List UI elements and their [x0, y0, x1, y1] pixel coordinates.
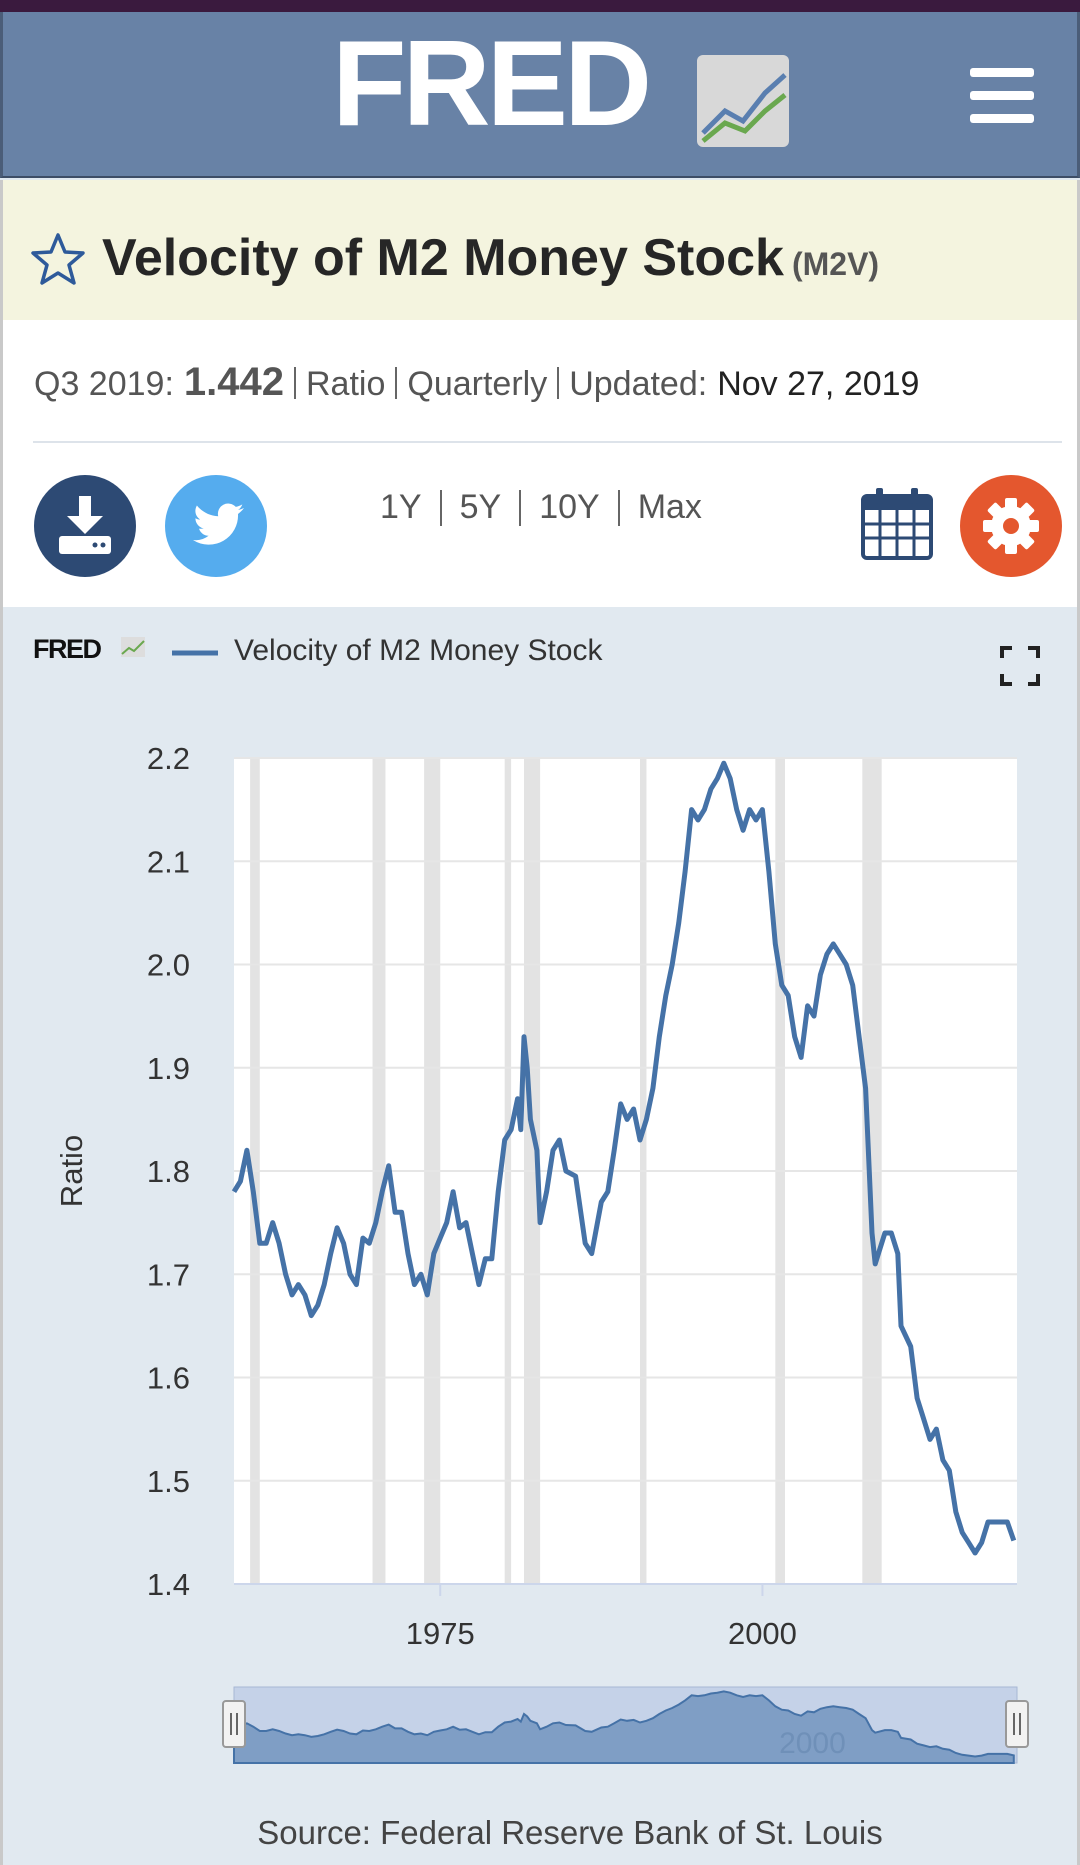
fullscreen-icon [1000, 646, 1040, 686]
separator [557, 366, 560, 399]
navigator-handle[interactable] [222, 1700, 246, 1748]
range-option[interactable]: 5Y [459, 488, 502, 526]
y-tick-label: 1.4 [147, 1567, 190, 1602]
y-axis-label: Ratio [54, 1135, 89, 1207]
y-tick-label: 2.0 [147, 948, 190, 983]
menu-bar [970, 91, 1034, 100]
legend-label[interactable]: Velocity of M2 Money Stock [234, 634, 603, 667]
x-tick-label: 2000 [728, 1616, 797, 1651]
updated-label: Updated: [569, 365, 708, 403]
favorite-star[interactable] [30, 232, 86, 286]
latest-value: 1.442 [183, 360, 284, 404]
range-option[interactable]: 1Y [380, 488, 422, 526]
fullscreen-button[interactable] [1000, 646, 1040, 686]
chart-area [0, 607, 1080, 1865]
legend-swatch-box [172, 650, 218, 656]
menu-bar [970, 114, 1034, 123]
separator [294, 366, 296, 399]
download-icon [67, 516, 103, 534]
series-title: Velocity of M2 Money Stock (M2V) [102, 228, 879, 288]
gear-hole [1003, 518, 1019, 534]
status-bar [0, 0, 1080, 12]
y-tick-label: 2.1 [147, 844, 190, 879]
title-band [0, 180, 1080, 320]
y-tick-label: 1.7 [147, 1257, 190, 1292]
handle-grip [1013, 1713, 1021, 1735]
chart-logo-icon-bg [121, 637, 145, 657]
download-icon [92, 542, 98, 548]
separator [617, 489, 620, 526]
fred-logo[interactable]: FRED [332, 15, 652, 151]
handle-grip [230, 1713, 238, 1735]
divider [33, 441, 1062, 443]
date-label: Q3 2019: [34, 365, 174, 403]
y-tick-label: 1.8 [147, 1154, 190, 1189]
header [0, 12, 1080, 178]
calendar-button[interactable] [860, 486, 934, 562]
logo-icon [697, 55, 789, 147]
y-tick-label: 1.6 [147, 1361, 190, 1396]
twitter-button[interactable] [164, 474, 268, 578]
separator [439, 489, 442, 526]
frequency: Quarterly [407, 365, 548, 403]
menu-bar [970, 68, 1034, 77]
navigator-area [233, 1690, 1015, 1764]
handle-body [1005, 1700, 1029, 1748]
y-tick-label: 2.2 [147, 741, 190, 776]
range-option[interactable]: Max [637, 488, 702, 526]
range-selector: 1Y 5Y 10Y Max [380, 488, 702, 527]
calendar-ring [876, 488, 883, 504]
updated-date: Nov 27, 2019 [717, 365, 920, 403]
y-tick-label: 1.5 [147, 1464, 190, 1499]
download-icon [79, 496, 91, 518]
range-option[interactable]: 10Y [539, 488, 600, 526]
series-code: (M2V) [791, 246, 880, 282]
units: Ratio [306, 365, 386, 403]
source: Source: Federal Reserve Bank of St. Loui… [257, 1814, 883, 1851]
chart-logo-icon [121, 637, 145, 657]
chart-logo: FRED [33, 634, 102, 664]
download-icon [59, 536, 111, 554]
chart-logo-icon-line [121, 640, 145, 655]
menu-button[interactable] [970, 68, 1034, 124]
separator [519, 489, 522, 526]
calendar-grid [863, 510, 931, 558]
logo-icon-line [701, 93, 787, 143]
handle-body [222, 1700, 246, 1748]
data-line [231, 760, 1017, 1556]
logo-icon-line [701, 73, 787, 135]
navigator-handle[interactable] [1005, 1700, 1029, 1748]
y-tick-label: 1.9 [147, 1051, 190, 1086]
separator [395, 366, 398, 399]
star-shape [31, 233, 85, 285]
download-button[interactable] [33, 474, 137, 578]
title-text: Velocity of M2 Money Stock [102, 229, 784, 287]
series-meta: Q3 2019: 1.442 Ratio Quarterly Updated: … [34, 360, 919, 405]
twitter-bird [193, 503, 244, 545]
download-icon [100, 542, 106, 548]
x-tick-label: 1975 [406, 1616, 475, 1651]
calendar-ring [911, 488, 918, 504]
settings-button[interactable] [959, 474, 1063, 578]
